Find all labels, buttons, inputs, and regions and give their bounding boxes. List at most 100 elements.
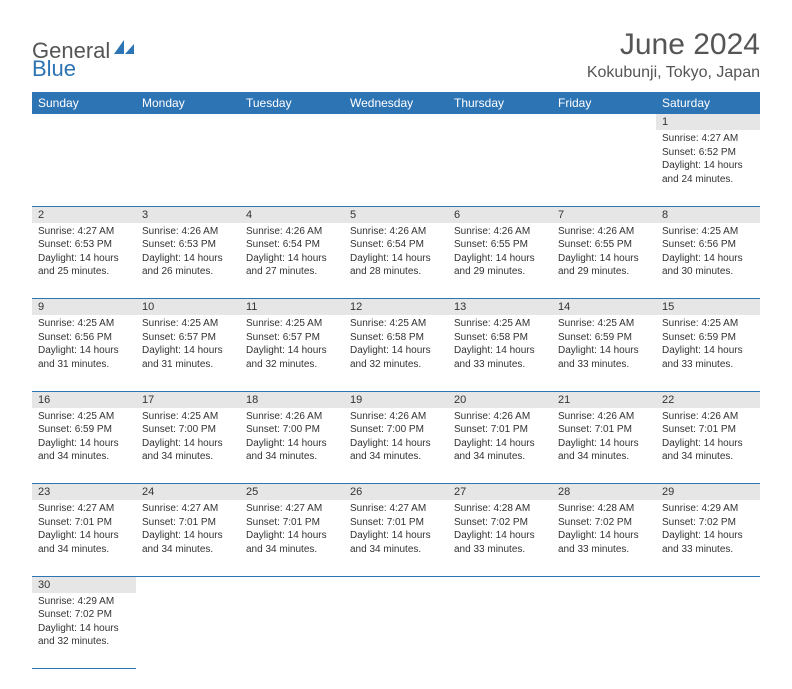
day-number-cell: 27: [448, 484, 552, 501]
day-content: Sunrise: 4:25 AMSunset: 6:57 PMDaylight:…: [240, 315, 344, 375]
day-number-cell: 25: [240, 484, 344, 501]
day-cell: Sunrise: 4:25 AMSunset: 6:56 PMDaylight:…: [32, 315, 136, 391]
day-cell: [552, 130, 656, 206]
day-cell: [136, 130, 240, 206]
day-number-cell: 3: [136, 206, 240, 223]
day-content: Sunrise: 4:28 AMSunset: 7:02 PMDaylight:…: [448, 500, 552, 560]
week-content-row: Sunrise: 4:27 AMSunset: 7:01 PMDaylight:…: [32, 500, 760, 576]
col-sunday: Sunday: [32, 92, 136, 114]
col-wednesday: Wednesday: [344, 92, 448, 114]
day-cell: Sunrise: 4:27 AMSunset: 7:01 PMDaylight:…: [344, 500, 448, 576]
week-content-row: Sunrise: 4:25 AMSunset: 6:59 PMDaylight:…: [32, 408, 760, 484]
day-cell: Sunrise: 4:25 AMSunset: 6:59 PMDaylight:…: [552, 315, 656, 391]
day-content: Sunrise: 4:26 AMSunset: 7:01 PMDaylight:…: [448, 408, 552, 468]
day-number-row: 23242526272829: [32, 484, 760, 501]
day-number-cell: [136, 576, 240, 593]
day-number-cell: 5: [344, 206, 448, 223]
day-cell: Sunrise: 4:25 AMSunset: 6:59 PMDaylight:…: [656, 315, 760, 391]
day-cell: Sunrise: 4:25 AMSunset: 6:59 PMDaylight:…: [32, 408, 136, 484]
day-content: Sunrise: 4:27 AMSunset: 7:01 PMDaylight:…: [136, 500, 240, 560]
day-number-cell: 6: [448, 206, 552, 223]
day-number-cell: 28: [552, 484, 656, 501]
day-number-row: 2345678: [32, 206, 760, 223]
day-number-cell: 24: [136, 484, 240, 501]
month-title: June 2024: [587, 28, 760, 62]
day-content: Sunrise: 4:29 AMSunset: 7:02 PMDaylight:…: [656, 500, 760, 560]
day-cell: [32, 130, 136, 206]
col-thursday: Thursday: [448, 92, 552, 114]
day-cell: [240, 130, 344, 206]
day-number-cell: 9: [32, 299, 136, 316]
day-number-row: 30: [32, 576, 760, 593]
day-number-cell: 26: [344, 484, 448, 501]
calendar-table: Sunday Monday Tuesday Wednesday Thursday…: [32, 92, 760, 669]
day-content: Sunrise: 4:25 AMSunset: 6:57 PMDaylight:…: [136, 315, 240, 375]
day-cell: Sunrise: 4:26 AMSunset: 7:00 PMDaylight:…: [240, 408, 344, 484]
day-cell: Sunrise: 4:29 AMSunset: 7:02 PMDaylight:…: [32, 593, 136, 669]
day-content: Sunrise: 4:26 AMSunset: 7:00 PMDaylight:…: [344, 408, 448, 468]
day-content: Sunrise: 4:25 AMSunset: 6:56 PMDaylight:…: [656, 223, 760, 283]
day-cell: Sunrise: 4:26 AMSunset: 6:55 PMDaylight:…: [448, 223, 552, 299]
day-content: Sunrise: 4:29 AMSunset: 7:02 PMDaylight:…: [32, 593, 136, 653]
day-content: Sunrise: 4:28 AMSunset: 7:02 PMDaylight:…: [552, 500, 656, 560]
brand-part2: Blue: [32, 56, 76, 82]
day-cell: Sunrise: 4:27 AMSunset: 6:52 PMDaylight:…: [656, 130, 760, 206]
day-header-row: Sunday Monday Tuesday Wednesday Thursday…: [32, 92, 760, 114]
week-content-row: Sunrise: 4:29 AMSunset: 7:02 PMDaylight:…: [32, 593, 760, 669]
day-number-cell: [552, 576, 656, 593]
col-monday: Monday: [136, 92, 240, 114]
day-content: Sunrise: 4:26 AMSunset: 7:01 PMDaylight:…: [656, 408, 760, 468]
day-number-cell: [552, 114, 656, 130]
day-cell: [344, 593, 448, 669]
day-content: Sunrise: 4:25 AMSunset: 7:00 PMDaylight:…: [136, 408, 240, 468]
day-cell: Sunrise: 4:26 AMSunset: 6:54 PMDaylight:…: [344, 223, 448, 299]
day-cell: Sunrise: 4:28 AMSunset: 7:02 PMDaylight:…: [448, 500, 552, 576]
day-number-cell: 11: [240, 299, 344, 316]
day-number-cell: 21: [552, 391, 656, 408]
day-number-cell: 2: [32, 206, 136, 223]
day-cell: Sunrise: 4:29 AMSunset: 7:02 PMDaylight:…: [656, 500, 760, 576]
week-content-row: Sunrise: 4:25 AMSunset: 6:56 PMDaylight:…: [32, 315, 760, 391]
day-content: Sunrise: 4:25 AMSunset: 6:59 PMDaylight:…: [656, 315, 760, 375]
day-number-cell: [656, 576, 760, 593]
day-number-cell: 14: [552, 299, 656, 316]
day-content: Sunrise: 4:27 AMSunset: 7:01 PMDaylight:…: [240, 500, 344, 560]
day-cell: Sunrise: 4:27 AMSunset: 7:01 PMDaylight:…: [136, 500, 240, 576]
day-number-cell: [240, 576, 344, 593]
day-number-cell: [32, 114, 136, 130]
day-cell: [136, 593, 240, 669]
day-cell: Sunrise: 4:25 AMSunset: 6:58 PMDaylight:…: [448, 315, 552, 391]
day-content: Sunrise: 4:26 AMSunset: 7:00 PMDaylight:…: [240, 408, 344, 468]
day-cell: Sunrise: 4:26 AMSunset: 6:55 PMDaylight:…: [552, 223, 656, 299]
header: General June 2024 Kokubunji, Tokyo, Japa…: [32, 28, 760, 82]
day-number-row: 9101112131415: [32, 299, 760, 316]
day-number-cell: [344, 114, 448, 130]
day-number-cell: 22: [656, 391, 760, 408]
day-cell: [448, 593, 552, 669]
week-content-row: Sunrise: 4:27 AMSunset: 6:52 PMDaylight:…: [32, 130, 760, 206]
day-number-cell: 17: [136, 391, 240, 408]
day-number-cell: 15: [656, 299, 760, 316]
day-cell: Sunrise: 4:25 AMSunset: 6:56 PMDaylight:…: [656, 223, 760, 299]
day-number-cell: 13: [448, 299, 552, 316]
day-number-cell: 23: [32, 484, 136, 501]
location-text: Kokubunji, Tokyo, Japan: [587, 64, 760, 82]
day-content: Sunrise: 4:26 AMSunset: 6:53 PMDaylight:…: [136, 223, 240, 283]
day-number-cell: [448, 576, 552, 593]
calendar-page: General June 2024 Kokubunji, Tokyo, Japa…: [0, 0, 792, 689]
day-number-cell: 7: [552, 206, 656, 223]
day-cell: Sunrise: 4:26 AMSunset: 7:01 PMDaylight:…: [448, 408, 552, 484]
day-cell: Sunrise: 4:27 AMSunset: 6:53 PMDaylight:…: [32, 223, 136, 299]
title-block: June 2024 Kokubunji, Tokyo, Japan: [587, 28, 760, 82]
day-number-cell: [240, 114, 344, 130]
day-cell: Sunrise: 4:26 AMSunset: 7:01 PMDaylight:…: [552, 408, 656, 484]
day-content: Sunrise: 4:26 AMSunset: 6:54 PMDaylight:…: [344, 223, 448, 283]
day-content: Sunrise: 4:25 AMSunset: 6:58 PMDaylight:…: [448, 315, 552, 375]
day-number-cell: [136, 114, 240, 130]
day-content: Sunrise: 4:26 AMSunset: 6:54 PMDaylight:…: [240, 223, 344, 283]
day-content: Sunrise: 4:26 AMSunset: 6:55 PMDaylight:…: [448, 223, 552, 283]
day-content: Sunrise: 4:27 AMSunset: 7:01 PMDaylight:…: [344, 500, 448, 560]
col-friday: Friday: [552, 92, 656, 114]
day-cell: [552, 593, 656, 669]
day-number-cell: 12: [344, 299, 448, 316]
